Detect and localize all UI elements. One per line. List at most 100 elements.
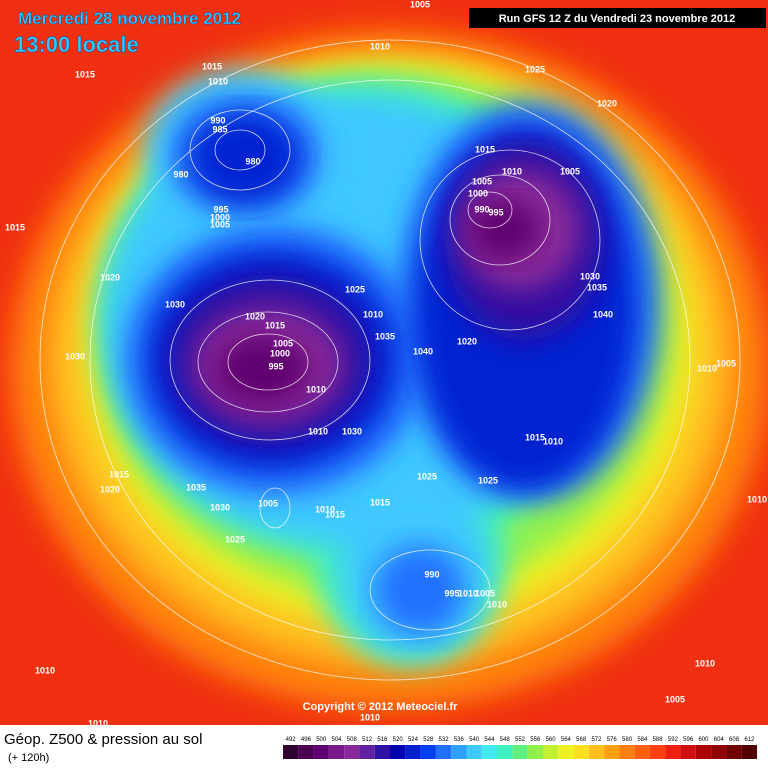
isobar-labels: 1005101010151015101010251020990985980980…: [5, 0, 767, 728]
color-scale-label: 508: [347, 737, 358, 743]
color-swatch: [435, 745, 452, 759]
color-swatch: [283, 745, 299, 759]
isobar-label: 1005: [410, 0, 430, 9]
geopotential-field: [0, 0, 768, 725]
footer-title: Géop. Z500 & pression au sol: [4, 731, 202, 748]
color-scale-label: 596: [683, 737, 694, 743]
color-scale-label: 600: [698, 737, 709, 743]
isobar-label: 1005: [665, 694, 685, 704]
isobar-label: 990: [474, 204, 489, 214]
isobar-label: 990: [424, 569, 439, 579]
isobar-label: 1020: [100, 272, 120, 282]
time: 13:00 locale: [14, 32, 139, 57]
color-scale-label: 560: [546, 737, 557, 743]
isobar-label: 1015: [202, 61, 222, 71]
color-swatch: [405, 745, 421, 759]
isobar-label: 1015: [5, 222, 25, 232]
color-swatch: [512, 745, 528, 759]
color-scale-label: 516: [377, 737, 388, 743]
color-scale-label: 548: [500, 737, 511, 743]
isobar-label: 1015: [370, 497, 390, 507]
color-swatch: [359, 745, 375, 759]
isobar-label: 1010: [308, 426, 328, 436]
color-swatch: [680, 745, 696, 759]
isobar-label: 1025: [525, 64, 545, 74]
date: Mercredi 28 novembre 2012: [18, 9, 241, 28]
field-contour: [375, 545, 465, 635]
color-swatch: [542, 745, 559, 759]
isobar-label: 1015: [325, 509, 345, 519]
isobar-label: 1010: [697, 363, 717, 373]
isobar-label: 1000: [468, 188, 488, 198]
isobar-label: 1005: [258, 498, 278, 508]
color-scale: 492 496 500 504 508 512 516 520 524 528 532 536 540 5…: [283, 737, 757, 759]
isobar-label: 1010: [306, 384, 326, 394]
field-contour: [470, 200, 540, 260]
color-swatch: [451, 745, 467, 759]
isobar-label: 1030: [165, 299, 185, 309]
color-swatch: [374, 745, 391, 759]
color-swatch: [497, 745, 513, 759]
color-swatch: [328, 745, 345, 759]
color-scale-label: 528: [423, 737, 434, 743]
isobar-label: 1035: [186, 482, 206, 492]
isobar-label: 1010: [695, 658, 715, 668]
isobar-label: 1005: [273, 338, 293, 348]
isobar-label: 1010: [487, 599, 507, 609]
footer-lead: (+ 120h): [8, 752, 49, 764]
isobar-label: 1030: [210, 502, 230, 512]
color-swatch: [695, 745, 712, 759]
isobar-label: 1030: [65, 351, 85, 361]
color-swatch: [420, 745, 436, 759]
isobar-label: 1025: [417, 471, 437, 481]
isobar-label: 1005: [716, 358, 736, 368]
isobar-label: 1010: [315, 504, 335, 514]
isobar-label: 1025: [225, 534, 245, 544]
isobar-label: 980: [173, 169, 188, 179]
color-swatch: [313, 745, 329, 759]
isobar-label: 1020: [245, 311, 265, 321]
isobar-label: 1000: [270, 348, 290, 358]
color-scale-label: 588: [653, 737, 664, 743]
color-swatch: [466, 745, 482, 759]
color-swatch: [588, 745, 605, 759]
color-scale-label: 564: [561, 737, 572, 743]
isobar-label: 1010: [543, 436, 563, 446]
color-swatch: [390, 745, 406, 759]
color-swatch: [481, 745, 498, 759]
color-scale-label: 552: [515, 737, 526, 743]
isobar-label: 1005: [560, 166, 580, 176]
isobar-label: 1025: [478, 475, 498, 485]
run-info: Run GFS 12 Z du Vendredi 23 novembre 201…: [499, 13, 736, 25]
isobar-label: 1040: [593, 309, 613, 319]
isobar-label: 1005: [475, 588, 495, 598]
isobar-label: 1010: [370, 41, 390, 51]
color-scale-label: 568: [576, 737, 587, 743]
isobar-label: 1015: [475, 144, 495, 154]
color-swatch: [619, 745, 635, 759]
color-scale-label: 500: [316, 737, 327, 743]
color-scale-label: 492: [286, 737, 297, 743]
isobar-label: 995: [268, 361, 283, 371]
color-scale-label: 580: [622, 737, 633, 743]
isobar-label: 1015: [75, 69, 95, 79]
color-scale-label: 604: [714, 737, 725, 743]
color-scale-label: 504: [332, 737, 343, 743]
isobar-label: 995: [444, 588, 459, 598]
isobar-label: 1015: [265, 320, 285, 330]
isobar-label: 1030: [342, 426, 362, 436]
isobars: [39, 39, 741, 681]
isobar-label: 995: [213, 204, 228, 214]
color-scale-label: 584: [637, 737, 648, 743]
color-swatch: [665, 745, 681, 759]
isobar-label: 1020: [457, 336, 477, 346]
isobar-label: 980: [245, 156, 260, 166]
color-scale-label: 572: [591, 737, 602, 743]
isobar-label: 1020: [597, 98, 617, 108]
color-scale-label: 540: [469, 737, 480, 743]
isobar-label: 990: [210, 115, 225, 125]
isobar-label: 1010: [363, 309, 383, 319]
color-scale-label: 536: [454, 737, 465, 743]
color-scale-label: 544: [484, 737, 495, 743]
